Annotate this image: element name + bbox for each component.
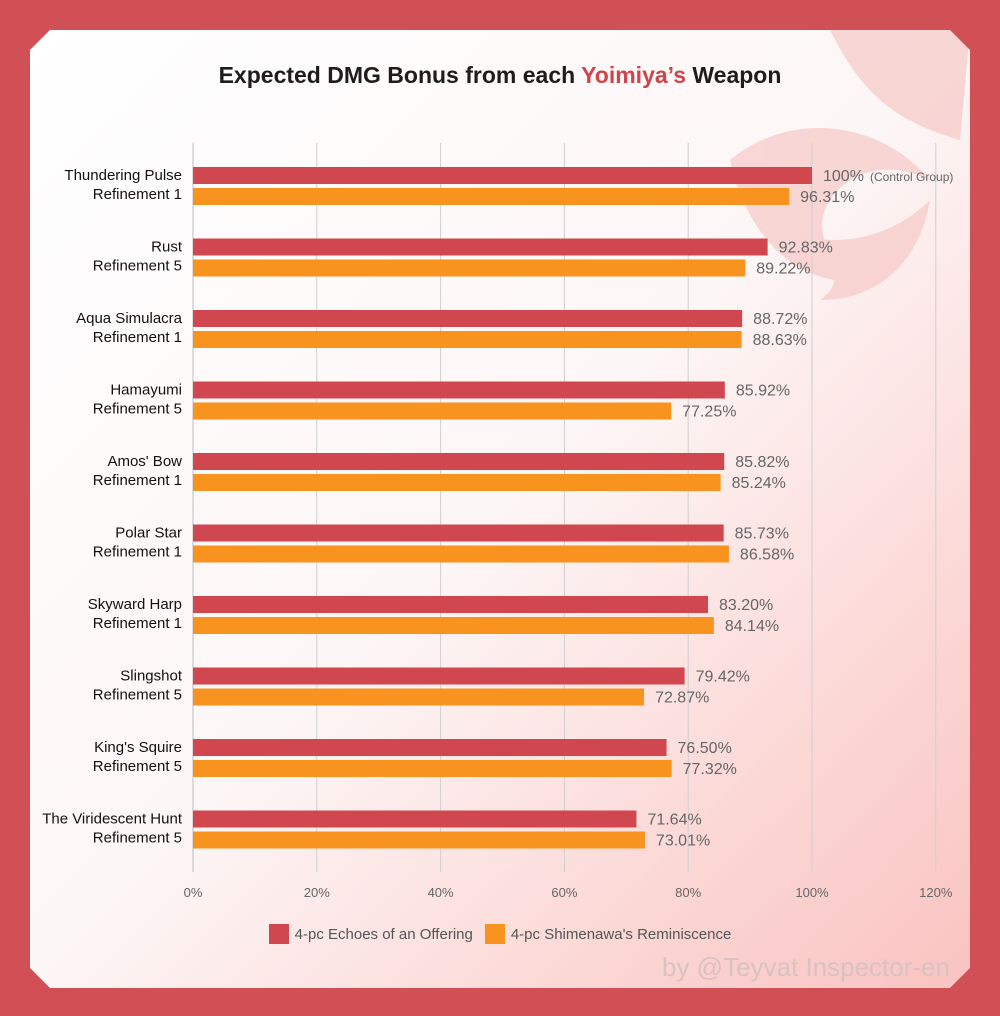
data-label: 73.01% bbox=[656, 833, 710, 850]
category-label: Refinement 5 bbox=[93, 830, 182, 847]
x-tick-label: 120% bbox=[919, 885, 953, 900]
data-label: 89.22% bbox=[756, 261, 810, 278]
bar bbox=[193, 831, 645, 849]
data-label: 85.92% bbox=[736, 383, 790, 400]
data-label: 72.87% bbox=[655, 690, 709, 707]
category-label: Refinement 1 bbox=[93, 329, 182, 346]
category-label: Rust bbox=[151, 239, 183, 256]
decorative-emblem bbox=[730, 30, 970, 300]
data-label: 84.14% bbox=[725, 618, 779, 635]
bar bbox=[193, 688, 645, 706]
data-label: 88.72% bbox=[753, 311, 807, 328]
category-label: Thundering Pulse bbox=[64, 167, 182, 184]
bar bbox=[193, 310, 743, 327]
data-label: 77.32% bbox=[683, 761, 737, 778]
bar bbox=[193, 238, 768, 256]
data-label: 85.73% bbox=[735, 526, 789, 543]
corner-notch-tr bbox=[950, 30, 970, 50]
data-label: 96.31% bbox=[800, 189, 854, 206]
category-label: Refinement 1 bbox=[93, 472, 182, 489]
category-label: Polar Star bbox=[115, 525, 182, 542]
bar bbox=[193, 596, 709, 613]
category-label: Slingshot bbox=[120, 668, 183, 685]
category-label: King's Squire bbox=[94, 739, 182, 756]
data-label: 77.25% bbox=[682, 404, 736, 421]
x-tick-label: 80% bbox=[675, 885, 701, 900]
bar bbox=[193, 474, 721, 491]
legend-item-shimenawa: 4-pc Shimenawa's Reminiscence bbox=[484, 924, 732, 944]
legend-label-echoes: 4-pc Echoes of an Offering bbox=[294, 925, 473, 943]
chart-legend: 4-pc Echoes of an Offering 4-pc Shimenaw… bbox=[0, 924, 1000, 944]
legend-label-shimenawa: 4-pc Shimenawa's Reminiscence bbox=[510, 925, 732, 943]
chart-title: Expected DMG Bonus from each Yoimiya’s W… bbox=[0, 62, 1000, 89]
category-label: Refinement 5 bbox=[93, 687, 182, 704]
bar bbox=[193, 259, 746, 277]
corner-notch-bl bbox=[30, 968, 50, 988]
category-label: Skyward Harp bbox=[88, 596, 182, 613]
bar bbox=[193, 167, 812, 184]
category-label: Aqua Simulacra bbox=[76, 310, 183, 327]
x-tick-label: 20% bbox=[304, 885, 330, 900]
title-highlight: Yoimiya’s bbox=[581, 62, 686, 88]
data-label: 79.42% bbox=[696, 669, 750, 686]
annotation-label: (Control Group) bbox=[870, 170, 953, 184]
corner-notch-tl bbox=[30, 30, 50, 50]
bar bbox=[193, 402, 672, 420]
data-label: 83.20% bbox=[719, 597, 773, 614]
bar bbox=[193, 617, 714, 634]
category-label: Refinement 5 bbox=[93, 758, 182, 775]
category-label: Refinement 5 bbox=[93, 258, 182, 275]
category-label: Refinement 1 bbox=[93, 186, 182, 203]
x-tick-label: 40% bbox=[428, 885, 454, 900]
bar bbox=[193, 331, 742, 348]
bar bbox=[193, 739, 667, 756]
title-suffix: Weapon bbox=[692, 62, 782, 88]
category-label: Hamayumi bbox=[110, 382, 182, 399]
x-tick-label: 60% bbox=[551, 885, 577, 900]
category-label: Amos' Bow bbox=[107, 453, 182, 470]
category-label: Refinement 1 bbox=[93, 544, 182, 561]
data-label: 86.58% bbox=[740, 547, 794, 564]
bar bbox=[193, 810, 637, 828]
bar bbox=[193, 760, 672, 777]
legend-item-echoes: 4-pc Echoes of an Offering bbox=[268, 924, 473, 944]
legend-swatch-echoes bbox=[268, 924, 289, 944]
data-label: 88.63% bbox=[753, 332, 807, 349]
data-label: 76.50% bbox=[678, 740, 732, 757]
category-label: Refinement 1 bbox=[93, 615, 182, 632]
corner-notch-br bbox=[950, 968, 970, 988]
data-label: 85.24% bbox=[732, 475, 786, 492]
watermark: by @Teyvat Inspector-en bbox=[662, 952, 950, 982]
bar bbox=[193, 524, 724, 542]
data-label: 85.82% bbox=[735, 454, 789, 471]
bar bbox=[193, 188, 790, 205]
x-tick-label: 100% bbox=[795, 885, 829, 900]
data-label: 71.64% bbox=[647, 812, 701, 829]
data-label: 92.83% bbox=[779, 240, 833, 257]
category-label: Refinement 5 bbox=[93, 401, 182, 418]
legend-swatch-shimenawa bbox=[484, 924, 505, 944]
bar bbox=[193, 381, 725, 399]
bar bbox=[193, 453, 725, 470]
category-label: The Viridescent Hunt bbox=[42, 811, 183, 828]
bar bbox=[193, 545, 729, 563]
data-label: 100% bbox=[823, 168, 864, 185]
x-tick-label: 0% bbox=[184, 885, 203, 900]
title-prefix: Expected DMG Bonus from each bbox=[218, 62, 576, 88]
bar bbox=[193, 667, 685, 685]
